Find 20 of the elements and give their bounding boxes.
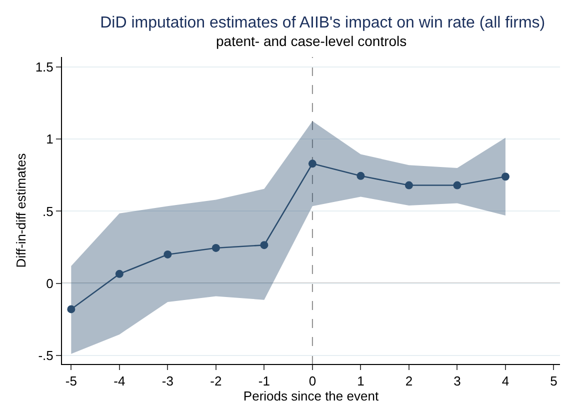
x-axis-title: Periods since the event xyxy=(243,388,379,404)
x-tick-label: 5 xyxy=(550,374,558,389)
y-tick-label: 1.5 xyxy=(35,60,54,75)
x-tick-label: 4 xyxy=(502,374,510,389)
x-tick-label: -4 xyxy=(114,374,126,389)
chart-title: DiD imputation estimates of AIIB's impact on win rate (all firms) xyxy=(100,14,546,32)
x-tick-label: 1 xyxy=(357,374,364,389)
y-axis-title: Diff-in-diff estimates xyxy=(13,152,28,268)
x-tick-label: -3 xyxy=(162,374,174,389)
x-tick-label: -5 xyxy=(65,374,77,389)
y-tick-label: -.5 xyxy=(38,348,54,363)
chart-subtitle: patent- and case-level controls xyxy=(216,33,407,49)
x-tick-label: -2 xyxy=(210,374,222,389)
y-tick-label: .5 xyxy=(42,204,54,219)
x-tick-label: 0 xyxy=(308,374,316,389)
x-tick-label: -1 xyxy=(258,374,270,389)
y-tick-label: 0 xyxy=(46,276,54,291)
x-tick-label: 3 xyxy=(454,374,461,389)
y-tick-label: 1 xyxy=(46,132,54,147)
x-tick-label: 2 xyxy=(405,374,413,389)
